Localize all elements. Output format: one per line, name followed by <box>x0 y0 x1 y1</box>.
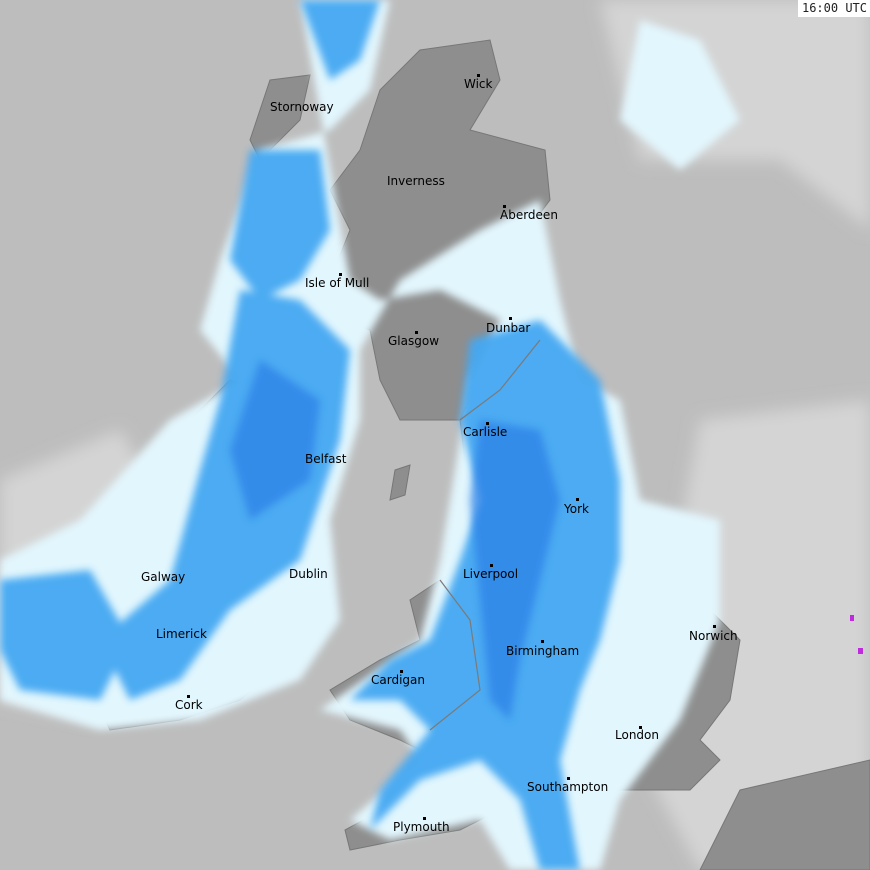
europe <box>699 759 870 870</box>
city-dot <box>713 625 716 628</box>
city-dot <box>490 564 493 567</box>
rain-intense <box>850 615 863 654</box>
city-label-london[interactable]: London <box>615 728 659 742</box>
city-dot <box>639 726 642 729</box>
city-dot <box>576 498 579 501</box>
city-label-birmingham[interactable]: Birmingham <box>506 644 580 658</box>
city-dot <box>486 422 489 425</box>
city-label-norwich[interactable]: Norwich <box>689 629 738 643</box>
city-label-cardigan[interactable]: Cardigan <box>371 673 425 687</box>
city-label-belfast[interactable]: Belfast <box>305 452 347 466</box>
isle-of-man <box>389 464 411 501</box>
city-label-limerick[interactable]: Limerick <box>156 627 207 641</box>
borders <box>429 339 541 731</box>
city-dot <box>503 205 506 208</box>
city-label-carlisle[interactable]: Carlisle <box>463 425 508 439</box>
city-label-southampton[interactable]: Southampton <box>527 780 609 794</box>
city-label-plymouth[interactable]: Plymouth <box>393 820 450 834</box>
city-label-glasgow[interactable]: Glasgow <box>388 334 440 348</box>
city-dot <box>477 74 480 77</box>
city-label-galway[interactable]: Galway <box>141 570 186 584</box>
city-label-york[interactable]: York <box>564 502 589 516</box>
city-label-dublin[interactable]: Dublin <box>289 567 328 581</box>
city-label-dunbar[interactable]: Dunbar <box>486 321 531 335</box>
rain-heavy <box>230 360 560 720</box>
city-dot <box>187 695 190 698</box>
city-label-liverpool[interactable]: Liverpool <box>463 567 519 581</box>
city-dot <box>541 640 544 643</box>
city-label-aberdeen[interactable]: Aberdeen <box>500 208 558 222</box>
city-dot <box>423 817 426 820</box>
city-dot <box>400 670 403 673</box>
city-dot <box>415 331 418 334</box>
city-label-isle-of-mull[interactable]: Isle of Mull <box>305 276 370 290</box>
timestamp-label: 16:00 UTC <box>797 0 870 17</box>
city-label-stornoway[interactable]: Stornoway <box>270 100 334 114</box>
city-dot <box>339 273 342 276</box>
city-label-inverness[interactable]: Inverness <box>387 174 445 188</box>
city-label-cork[interactable]: Cork <box>175 698 203 712</box>
city-dot <box>567 777 570 780</box>
city-dot <box>509 317 512 320</box>
outer-hebrides <box>249 74 311 161</box>
city-label-wick[interactable]: Wick <box>464 77 493 91</box>
